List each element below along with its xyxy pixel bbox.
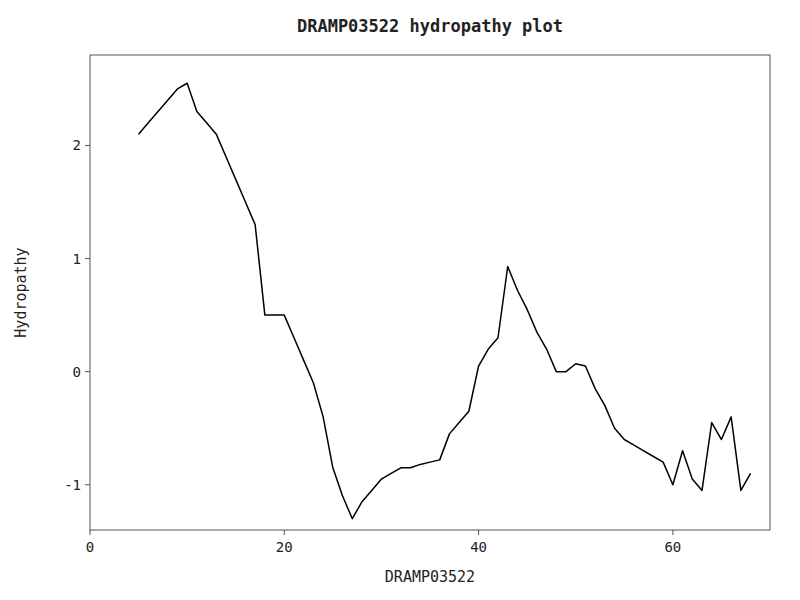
x-tick (672, 530, 673, 535)
title: DRAMP03522 hydropathy plot (297, 16, 563, 36)
y-axis-label: Hydropathy (12, 247, 30, 337)
x-tick-label: 0 (86, 539, 94, 555)
y-tick-label: 2 (73, 137, 81, 153)
y-tick (85, 258, 90, 259)
plot-area (139, 83, 751, 518)
y-tick (85, 371, 90, 372)
x-tick-label: 60 (664, 539, 681, 555)
y-tick-label: 1 (73, 251, 81, 267)
x-tick (478, 530, 479, 535)
y-tick (85, 484, 90, 485)
y-tick-label: 0 (73, 364, 81, 380)
x-tick (90, 530, 91, 535)
x-tick (284, 530, 285, 535)
x-axis-label: DRAMP03522 (385, 568, 475, 586)
x-tick-label: 20 (276, 539, 293, 555)
line (139, 83, 751, 518)
y-tick (85, 145, 90, 146)
chart: 0 20 40 60 -1 0 1 2 DRAMP03522 hydropathy plot DR… (0, 0, 800, 600)
plot-frame (90, 55, 770, 530)
x-tick-label: 40 (470, 539, 487, 555)
y-tick-label: -1 (64, 477, 81, 493)
